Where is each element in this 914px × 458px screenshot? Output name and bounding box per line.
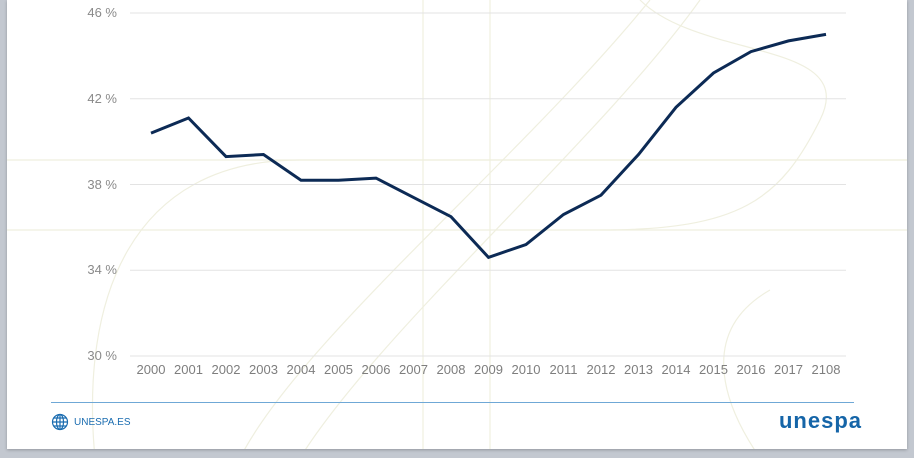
x-tick-label: 2010 (511, 362, 541, 377)
x-tick-label: 2014 (661, 362, 691, 377)
x-tick-label: 2001 (174, 362, 203, 377)
x-tick-label: 2003 (249, 362, 278, 377)
x-tick-label: 2005 (324, 362, 353, 377)
site-link[interactable]: UNESPA.ES (51, 413, 131, 431)
plot-area (130, 12, 846, 357)
y-tick-label: 34 % (87, 262, 117, 278)
x-tick-label: 2006 (361, 362, 391, 377)
x-tick-label: 2011 (549, 362, 578, 377)
site-label: UNESPA.ES (74, 416, 131, 428)
x-tick-label: 2009 (474, 362, 503, 377)
x-tick-label: 2007 (399, 362, 428, 377)
slide-page: 46 % 42 % 38 % 34 % 30 % 2000 2001 2002 2003 200… (7, 0, 907, 449)
x-tick-label: 2108 (811, 362, 841, 377)
y-tick-label: 38 % (87, 176, 117, 192)
footer-divider (51, 402, 854, 403)
x-tick-label: 2002 (211, 362, 241, 377)
x-tick-label: 2017 (774, 362, 803, 377)
globe-icon (51, 413, 69, 431)
x-tick-label: 2000 (136, 362, 166, 377)
x-tick-label: 2016 (736, 362, 766, 377)
x-tick-label: 2004 (286, 362, 316, 377)
line-chart: 46 % 42 % 38 % 34 % 30 % 2000 2001 2002 2003 200… (7, 0, 907, 449)
data-series-line (150, 32, 827, 260)
x-tick-label: 2015 (699, 362, 728, 377)
unespa-logo: unespa (778, 408, 862, 433)
x-tick-label: 2012 (586, 362, 616, 377)
y-tick-label: 30 % (87, 348, 117, 363)
y-tick-label: 46 % (87, 5, 117, 20)
y-tick-label: 42 % (87, 90, 117, 106)
x-tick-label: 2013 (624, 362, 653, 377)
x-tick-label: 2008 (436, 362, 466, 377)
